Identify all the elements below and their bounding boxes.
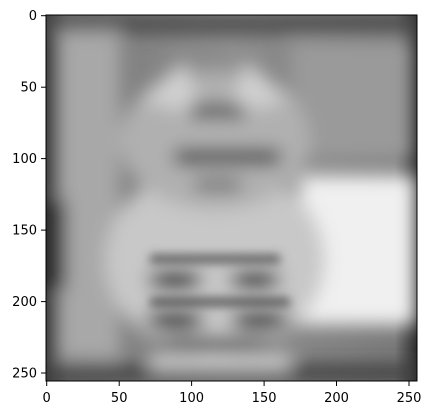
x-axis: 0 50 100 150 200 250 [43,381,422,406]
y-tick-label-200: 200 [12,295,37,310]
y-tick-label-150: 150 [12,224,37,239]
x-tick-label-0: 0 [43,391,51,406]
x-tick-label-200: 200 [324,391,349,406]
x-tick-label-100: 100 [179,391,204,406]
y-tick-label-100: 100 [12,152,37,167]
y-tick-label-0: 0 [29,9,37,24]
x-tick-label-250: 250 [397,391,422,406]
y-axis: 0 50 100 150 200 250 [12,9,46,382]
x-tick-label-150: 150 [252,391,277,406]
heatmap-image [46,15,417,381]
y-tick-label-50: 50 [20,81,37,96]
y-tick-label-250: 250 [12,367,37,382]
x-tick-label-50: 50 [111,391,128,406]
axes-frame [45,14,418,382]
